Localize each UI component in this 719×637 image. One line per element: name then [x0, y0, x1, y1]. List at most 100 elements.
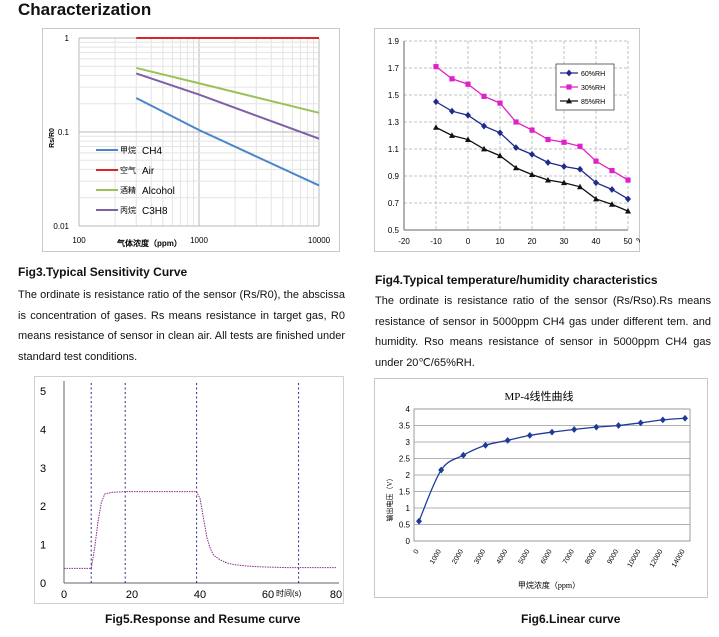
fig4-xtick: 30	[560, 237, 569, 246]
fig5-series-group	[64, 491, 336, 569]
fig4-xtick: 40	[592, 237, 601, 246]
fig4-point	[529, 151, 535, 158]
fig4-point	[566, 84, 572, 90]
fig4-point	[529, 171, 535, 178]
fig4-point	[625, 195, 631, 203]
fig3-legend-cn: 酒精	[120, 185, 136, 195]
fig4-xtick: 10	[496, 237, 505, 246]
fig3-xlabel: 气体浓度（ppm）	[116, 238, 182, 248]
fig4-point	[433, 64, 439, 70]
fig4-point	[566, 69, 572, 77]
fig6-point	[682, 414, 688, 422]
fig3-xtick: 100	[72, 236, 86, 245]
fig4-ytick: 1.7	[388, 64, 400, 73]
page-title: Characterization	[18, 0, 152, 19]
fig3-ytick: 1	[65, 34, 70, 43]
fig3-legend-label: C3H8	[142, 206, 168, 217]
fig5-ytick: 1	[40, 540, 46, 552]
fig3-ylabel: Rs/R0	[49, 128, 56, 148]
fig3-legend: 甲烷 CH4 空气 Air 酒精 Alcohol 丙烷 C3H8	[96, 145, 175, 217]
fig6-ytick: 3	[406, 438, 411, 447]
fig4-point	[593, 195, 599, 202]
fig4-point	[561, 139, 567, 145]
fig4-point	[449, 107, 455, 115]
fig4-xtick: -10	[430, 237, 442, 246]
fig4-xtick: 20	[528, 237, 537, 246]
fig4-point	[513, 144, 519, 152]
fig4-point	[497, 100, 503, 106]
fig3-grid	[78, 37, 320, 227]
fig3-legend-label: Air	[142, 166, 155, 177]
fig4-point	[545, 136, 551, 143]
fig6-ylabel: 输出电压（V）	[385, 474, 394, 521]
fig5-caption: Fig5.Response and Resume curve	[105, 612, 301, 626]
fig6-point	[504, 436, 511, 444]
fig4-point	[593, 158, 599, 164]
fig6-point	[526, 432, 533, 439]
fig6-point	[659, 416, 666, 424]
fig4-point	[513, 119, 519, 125]
fig4-point	[561, 179, 567, 186]
fig5-xtick: 40	[194, 589, 206, 601]
fig6-ytick: 4	[406, 405, 411, 414]
fig5-xlabel: 时间(s)	[276, 588, 302, 598]
fig5-marker-lines	[90, 383, 300, 583]
fig4-point	[545, 176, 551, 183]
fig3-paragraph: The ordinate is resistance ratio of the …	[18, 289, 345, 363]
fig4-point	[481, 145, 487, 152]
fig6-chart: MP-4线性曲线 00.511.522.533.540 1000 2000 3000 4…	[374, 378, 708, 598]
fig3-y-ticks: 1 0.1 0.01	[53, 34, 69, 231]
fig4-paragraph: The ordinate is resistance ratio of the …	[375, 295, 711, 369]
fig4-ytick: 1.5	[388, 91, 400, 100]
fig4-legend-label: 30%RH	[581, 85, 605, 92]
fig5-ytick: 5	[40, 386, 46, 398]
fig4-legend: 60%RH 30%RH 85%RH	[555, 63, 615, 111]
fig6-ytick: 0.5	[399, 521, 411, 530]
fig4-point	[545, 159, 551, 166]
fig3-chart: 1 0.1 0.01 100 1000 10000 Rs/R0 气体浓度（ppm…	[42, 28, 340, 252]
fig4-point	[609, 186, 615, 193]
fig6-title: MP-4线性曲线	[504, 389, 573, 403]
fig3-x-ticks: 100 1000 10000	[72, 236, 330, 245]
fig6-point	[549, 428, 555, 436]
fig5-ytick: 3	[40, 463, 46, 475]
fig4-point	[433, 124, 439, 130]
fig3-legend-cn: 丙烷	[120, 205, 136, 215]
fig4-point	[465, 136, 471, 142]
fig6-ytick: 0	[406, 537, 411, 546]
fig4-point	[625, 207, 631, 214]
fig4-xtick: 0	[466, 237, 471, 246]
fig6-ytick: 1	[406, 504, 411, 513]
fig4-point	[566, 97, 572, 104]
fig4-point	[481, 122, 487, 130]
fig3-xtick: 10000	[308, 236, 331, 245]
fig4-point	[497, 129, 503, 137]
fig5-ytick: 2	[40, 501, 46, 513]
fig5-xtick: 60	[262, 589, 274, 601]
fig4-point	[449, 76, 455, 82]
fig3-series-group	[135, 37, 320, 187]
fig4-caption: Fig4.Typical temperature/humidity charac…	[375, 273, 658, 287]
fig5-xtick: 80	[330, 589, 342, 601]
fig4-point	[465, 111, 471, 119]
fig4-ytick: 1.1	[388, 145, 400, 154]
fig5-xtick: 0	[61, 589, 67, 601]
fig6-point	[482, 441, 489, 449]
fig4-xtick: 50	[624, 237, 633, 246]
fig4-xtick: -20	[398, 237, 410, 246]
fig3-legend-label: Alcohol	[142, 186, 175, 197]
fig4-point	[529, 127, 535, 133]
fig4-point	[513, 164, 519, 171]
fig6-ytick: 2.5	[399, 455, 411, 464]
fig3-xtick: 1000	[190, 236, 208, 245]
fig5-ytick: 4	[40, 424, 46, 436]
fig4-point	[609, 168, 615, 174]
fig4-point	[609, 201, 615, 207]
fig4-point	[593, 179, 599, 187]
fig6-point	[438, 466, 445, 474]
fig3-legend-label: CH4	[142, 146, 162, 157]
fig4-point	[497, 152, 503, 159]
fig4-point	[577, 143, 583, 149]
fig3-legend-cn: 空气	[120, 165, 136, 175]
fig5-ytick: 0	[40, 578, 46, 590]
